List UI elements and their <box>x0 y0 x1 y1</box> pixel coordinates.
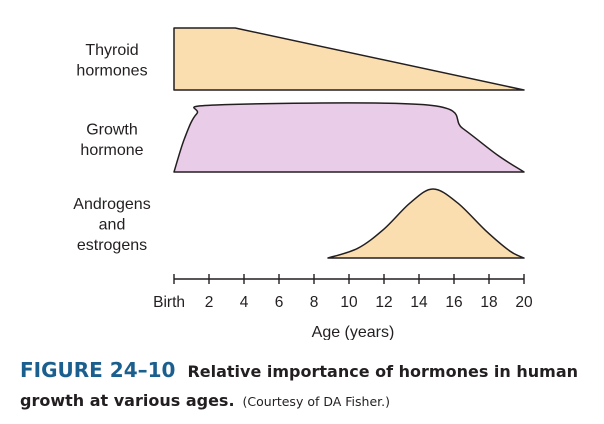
x-tick-label: Birth <box>153 294 185 311</box>
x-tick-label: 6 <box>275 294 284 311</box>
series-label-line: and <box>99 217 126 234</box>
band-thyroid-hormones <box>173 27 525 91</box>
series-label-line: hormones <box>76 62 147 79</box>
series-label-line: Growth <box>86 121 138 138</box>
series-label-line: hormone <box>80 142 143 159</box>
hormone-bands <box>173 27 525 259</box>
band-growth-hormone <box>173 102 525 173</box>
figure-credit: (Courtesy of DA Fisher.) <box>242 394 390 409</box>
figure-number: FIGURE 24–10 <box>20 358 176 382</box>
x-tick-label: 14 <box>410 294 428 311</box>
figure-caption: FIGURE 24–10 Relative importance of hormo… <box>20 356 590 416</box>
series-label-line: Thyroid <box>85 42 138 59</box>
x-tick-label: 20 <box>515 294 533 311</box>
series-label-line: Androgens <box>73 196 150 213</box>
figure-title: Relative importance of hormones in human… <box>20 362 579 410</box>
x-axis-title: Age (years) <box>312 324 395 340</box>
x-tick-label: 2 <box>205 294 214 311</box>
band-androgens-and-estrogens <box>327 188 525 259</box>
series-label-line: estrogens <box>77 237 147 254</box>
x-tick-label: 12 <box>375 294 392 311</box>
x-axis-ticks: Birth 2 4 6 8 10 12 14 16 18 20 <box>153 274 533 311</box>
x-tick-label: 16 <box>445 294 462 311</box>
x-tick-label: 10 <box>340 294 358 311</box>
x-tick-label: 18 <box>480 294 497 311</box>
x-tick-label: 8 <box>310 294 319 311</box>
series-labels: Thyroid hormones Growth hormone Androgens and… <box>73 42 150 254</box>
hormone-growth-chart: Thyroid hormones Growth hormone Androgens and… <box>73 27 533 340</box>
x-tick-label: 4 <box>240 294 249 311</box>
